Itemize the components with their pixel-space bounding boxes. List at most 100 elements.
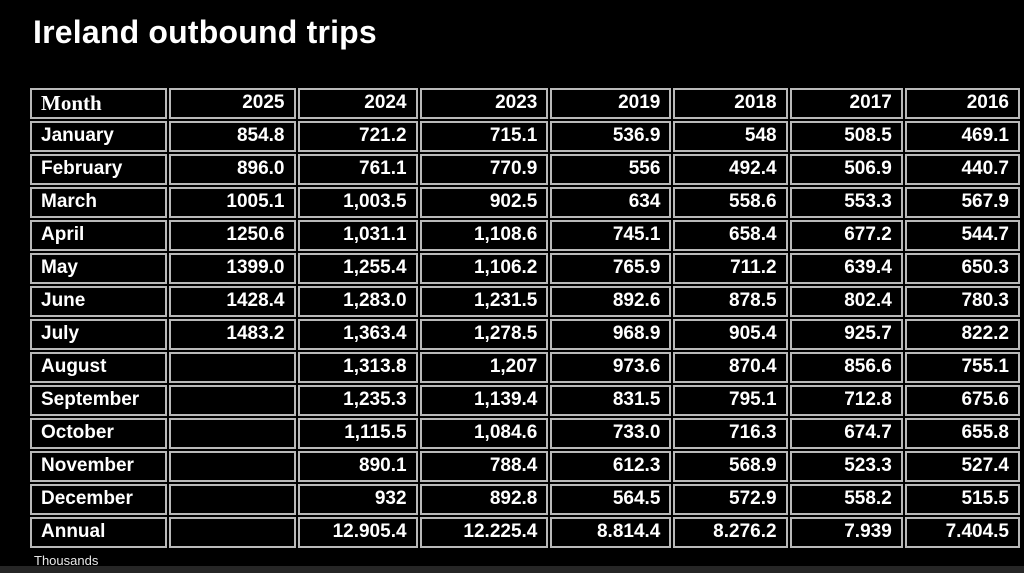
value-cell: 745.1 [550, 220, 672, 251]
value-cell: 892.8 [419, 484, 549, 515]
value-cell: 556 [550, 154, 672, 185]
month-cell: August [30, 352, 167, 383]
units-footnote: Thousands [34, 553, 99, 568]
value-cell: 1250.6 [168, 220, 296, 251]
value-cell: 878.5 [673, 286, 788, 317]
value-cell: 1428.4 [168, 286, 296, 317]
value-cell: 8.814.4 [550, 517, 672, 548]
value-cell: 1,278.5 [419, 319, 549, 350]
value-cell: 822.2 [904, 319, 1020, 350]
table-row: October 1,115.5 1,084.6 733.0 716.3 674.7 655.… [30, 418, 1020, 449]
value-cell: 1,031.1 [297, 220, 418, 251]
value-cell: 650.3 [904, 253, 1020, 284]
value-cell: 712.8 [789, 385, 903, 416]
value-cell: 515.5 [904, 484, 1020, 515]
value-cell: 892.6 [550, 286, 672, 317]
month-cell: February [30, 154, 167, 185]
value-cell: 770.9 [419, 154, 549, 185]
value-cell: 655.8 [904, 418, 1020, 449]
value-cell: 558.2 [789, 484, 903, 515]
value-cell: 715.1 [419, 121, 549, 152]
value-cell: 711.2 [673, 253, 788, 284]
value-cell: 492.4 [673, 154, 788, 185]
value-cell: 795.1 [673, 385, 788, 416]
month-cell: April [30, 220, 167, 251]
month-cell: September [30, 385, 167, 416]
header-row: Month 2025 2024 2023 2019 2018 2017 2016 [30, 88, 1020, 119]
value-cell: 568.9 [673, 451, 788, 482]
value-cell: 639.4 [789, 253, 903, 284]
value-cell: 634 [550, 187, 672, 218]
value-cell: 761.1 [297, 154, 418, 185]
table-row: January 854.8 721.2 715.1 536.9 548 508.5 469.1 [30, 121, 1020, 152]
value-cell: 765.9 [550, 253, 672, 284]
value-cell: 854.8 [168, 121, 296, 152]
value-cell: 677.2 [789, 220, 903, 251]
value-cell: 564.5 [550, 484, 672, 515]
value-cell: 1,108.6 [419, 220, 549, 251]
year-column-header: 2018 [673, 88, 788, 119]
value-cell: 1,363.4 [297, 319, 418, 350]
value-cell: 925.7 [789, 319, 903, 350]
value-cell: 8.276.2 [673, 517, 788, 548]
value-cell: 973.6 [550, 352, 672, 383]
value-cell: 572.9 [673, 484, 788, 515]
table-row: November 890.1 788.4 612.3 568.9 523.3 527.4 [30, 451, 1020, 482]
value-cell: 905.4 [673, 319, 788, 350]
value-cell [168, 385, 296, 416]
value-cell [168, 352, 296, 383]
value-cell: 1,207 [419, 352, 549, 383]
table-row: May 1399.0 1,255.4 1,106.2 765.9 711.2 639.4 65… [30, 253, 1020, 284]
value-cell: 469.1 [904, 121, 1020, 152]
value-cell: 870.4 [673, 352, 788, 383]
value-cell: 802.4 [789, 286, 903, 317]
month-cell: May [30, 253, 167, 284]
value-cell: 7.939 [789, 517, 903, 548]
value-cell: 12.225.4 [419, 517, 549, 548]
value-cell: 733.0 [550, 418, 672, 449]
month-cell: December [30, 484, 167, 515]
value-cell: 553.3 [789, 187, 903, 218]
year-column-header: 2024 [297, 88, 418, 119]
value-cell: 558.6 [673, 187, 788, 218]
value-cell: 1,139.4 [419, 385, 549, 416]
value-cell: 1,115.5 [297, 418, 418, 449]
value-cell: 1,283.0 [297, 286, 418, 317]
month-column-header: Month [30, 88, 167, 119]
value-cell: 1005.1 [168, 187, 296, 218]
value-cell: 780.3 [904, 286, 1020, 317]
month-cell: July [30, 319, 167, 350]
table-row: July 1483.2 1,363.4 1,278.5 968.9 905.4 925.7 8… [30, 319, 1020, 350]
table-row: June 1428.4 1,283.0 1,231.5 892.6 878.5 802.4 7… [30, 286, 1020, 317]
value-cell: 658.4 [673, 220, 788, 251]
value-cell: 1,084.6 [419, 418, 549, 449]
page-title: Ireland outbound trips [33, 14, 377, 50]
value-cell: 544.7 [904, 220, 1020, 251]
value-cell: 675.6 [904, 385, 1020, 416]
value-cell: 902.5 [419, 187, 549, 218]
outbound-trips-table: Month 2025 2024 2023 2019 2018 2017 2016 Januar… [28, 86, 1022, 550]
value-cell: 856.6 [789, 352, 903, 383]
value-cell: 1,255.4 [297, 253, 418, 284]
year-column-header: 2019 [550, 88, 672, 119]
value-cell: 12.905.4 [297, 517, 418, 548]
table-row: August 1,313.8 1,207 973.6 870.4 856.6 755.1 [30, 352, 1020, 383]
value-cell [168, 451, 296, 482]
month-cell: November [30, 451, 167, 482]
month-cell: January [30, 121, 167, 152]
value-cell: 716.3 [673, 418, 788, 449]
month-cell: March [30, 187, 167, 218]
value-cell: 721.2 [297, 121, 418, 152]
value-cell: 548 [673, 121, 788, 152]
value-cell: 1,231.5 [419, 286, 549, 317]
value-cell: 831.5 [550, 385, 672, 416]
table-row: March 1005.1 1,003.5 902.5 634 558.6 553.3 567.… [30, 187, 1020, 218]
value-cell: 1,313.8 [297, 352, 418, 383]
table-row: April 1250.6 1,031.1 1,108.6 745.1 658.4 677.2… [30, 220, 1020, 251]
value-cell: 7.404.5 [904, 517, 1020, 548]
value-cell [168, 418, 296, 449]
value-cell: 755.1 [904, 352, 1020, 383]
value-cell: 508.5 [789, 121, 903, 152]
year-column-header: 2016 [904, 88, 1020, 119]
